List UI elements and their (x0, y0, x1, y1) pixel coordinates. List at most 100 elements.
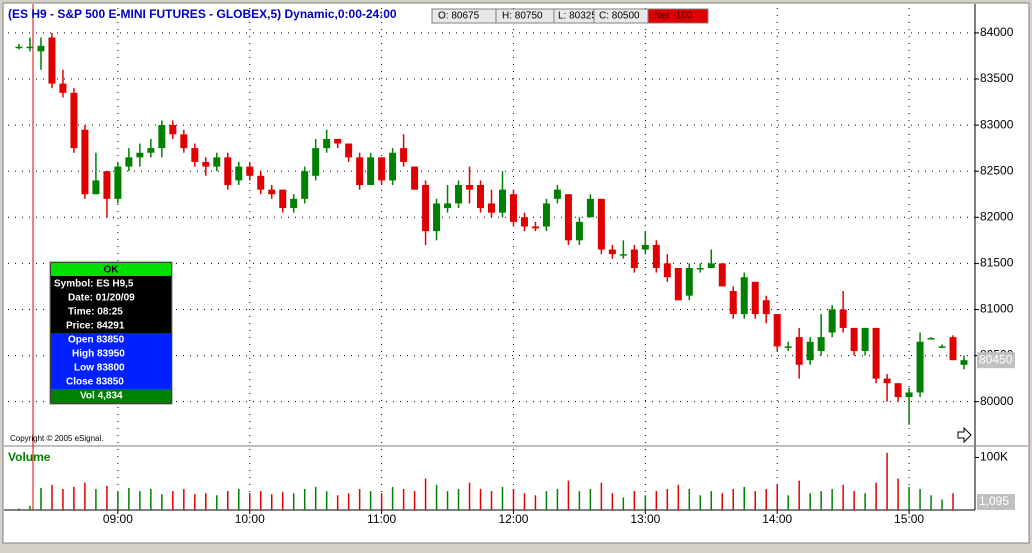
info-low: Low 83800 (74, 363, 125, 374)
candle-body (180, 134, 188, 149)
candle-body (784, 346, 792, 348)
candle-body (114, 166, 122, 199)
candle-body (696, 267, 704, 270)
candle-body (15, 46, 23, 49)
candle-body (531, 226, 539, 229)
ohlc-net: Net -100 (654, 11, 693, 22)
candle-body (312, 148, 320, 176)
candle-body (641, 244, 649, 250)
x-tick-label: 09:00 (103, 512, 133, 526)
x-tick-label: 10:00 (235, 512, 265, 526)
candle-body (202, 161, 210, 167)
candle-body (81, 129, 89, 195)
candle-body (301, 171, 309, 199)
candle-body (949, 337, 957, 361)
candle-body (575, 221, 583, 241)
copyright: Copyright © 2005 eSignal. (10, 434, 104, 443)
candle-body (411, 166, 419, 190)
candle-body (477, 185, 485, 209)
candle-body (872, 327, 880, 379)
candle-body (455, 185, 463, 204)
candle-body (103, 171, 111, 199)
x-tick-label: 11:00 (367, 512, 396, 526)
candle-body (674, 267, 682, 301)
info-status-bg (51, 263, 171, 276)
candle-body (59, 83, 67, 93)
candle-body (564, 194, 572, 241)
candle-body (433, 203, 441, 232)
candle-body (290, 198, 298, 209)
y-tick-label: 83000 (980, 117, 1014, 131)
y-tick-label: 84000 (980, 25, 1014, 39)
info-ohlc-bg (51, 333, 171, 389)
candle-body (26, 46, 34, 49)
candle-body (356, 157, 364, 186)
candle-body (707, 263, 715, 268)
y-tick-label: 82500 (980, 163, 1014, 177)
scroll-arrow[interactable] (957, 426, 972, 444)
info-open: Open 83850 (68, 335, 125, 346)
current-price-label: 80450 (979, 352, 1013, 366)
candle-body (828, 309, 836, 333)
info-close: Close 83850 (66, 377, 124, 388)
y-tick-label: 81000 (980, 302, 1014, 316)
candle-body (37, 45, 45, 52)
net-box (647, 8, 709, 24)
candle-body (663, 263, 671, 278)
chart-header: (ES H9 - S&P 500 E-MINI FUTURES - GLOBEX… (8, 7, 397, 21)
candle-body (323, 138, 331, 149)
info-symbol: Symbol: ES H9,5 (54, 279, 134, 290)
candle-body (378, 157, 386, 181)
candle-body (718, 263, 726, 287)
info-vol-bg (51, 389, 171, 403)
candle-body (553, 189, 561, 199)
candle-body (685, 267, 693, 296)
candle-body (762, 300, 770, 315)
candle-body (191, 148, 199, 162)
candle-body (279, 189, 287, 209)
candle-body (334, 138, 342, 144)
candle-body (861, 327, 869, 351)
candle-body (894, 383, 902, 398)
current-volume-label: 1,095 (979, 494, 1009, 508)
candle-body (92, 180, 100, 195)
ohlc-low: L: 80325 (558, 11, 597, 22)
candle-body (773, 314, 781, 347)
candle-body (542, 203, 550, 227)
candle-body (257, 175, 265, 190)
candle-body (268, 189, 276, 195)
candle-body (70, 92, 78, 149)
current-volume-box (977, 494, 1015, 510)
y-tick-label: 81500 (980, 256, 1014, 270)
info-date: Date: 01/20/09 (68, 293, 135, 304)
x-tick-label: 15:00 (894, 512, 924, 526)
info-price: Price: 84291 (66, 321, 125, 332)
ohlc-open: O: 80675 (438, 11, 480, 22)
candle-body (136, 152, 144, 158)
candle-body (158, 125, 166, 149)
candle-body (509, 194, 517, 222)
candle-body (147, 148, 155, 153)
candle-body (740, 277, 748, 315)
chart-frame (2, 2, 1030, 544)
x-tick-label: 13:00 (630, 512, 660, 526)
candle-body (498, 189, 506, 213)
candle-body (48, 37, 56, 84)
volume-tick-label: 100K (980, 450, 1008, 464)
candle-body (806, 341, 814, 361)
candle-body (586, 198, 594, 218)
y-tick-label: 83500 (980, 71, 1014, 85)
candle-body (345, 143, 353, 158)
volume-title: Volume (8, 450, 51, 464)
candle-body (883, 378, 891, 384)
candle-body (795, 337, 803, 365)
candle-body (817, 337, 825, 351)
candle-body (400, 148, 408, 162)
candle-body (235, 166, 243, 181)
candle-body (367, 157, 375, 186)
candle-body (729, 291, 737, 315)
candle-body (927, 338, 935, 340)
info-time: Time: 08:25 (68, 307, 123, 318)
candle-body (246, 166, 254, 176)
candle-body (213, 157, 221, 167)
